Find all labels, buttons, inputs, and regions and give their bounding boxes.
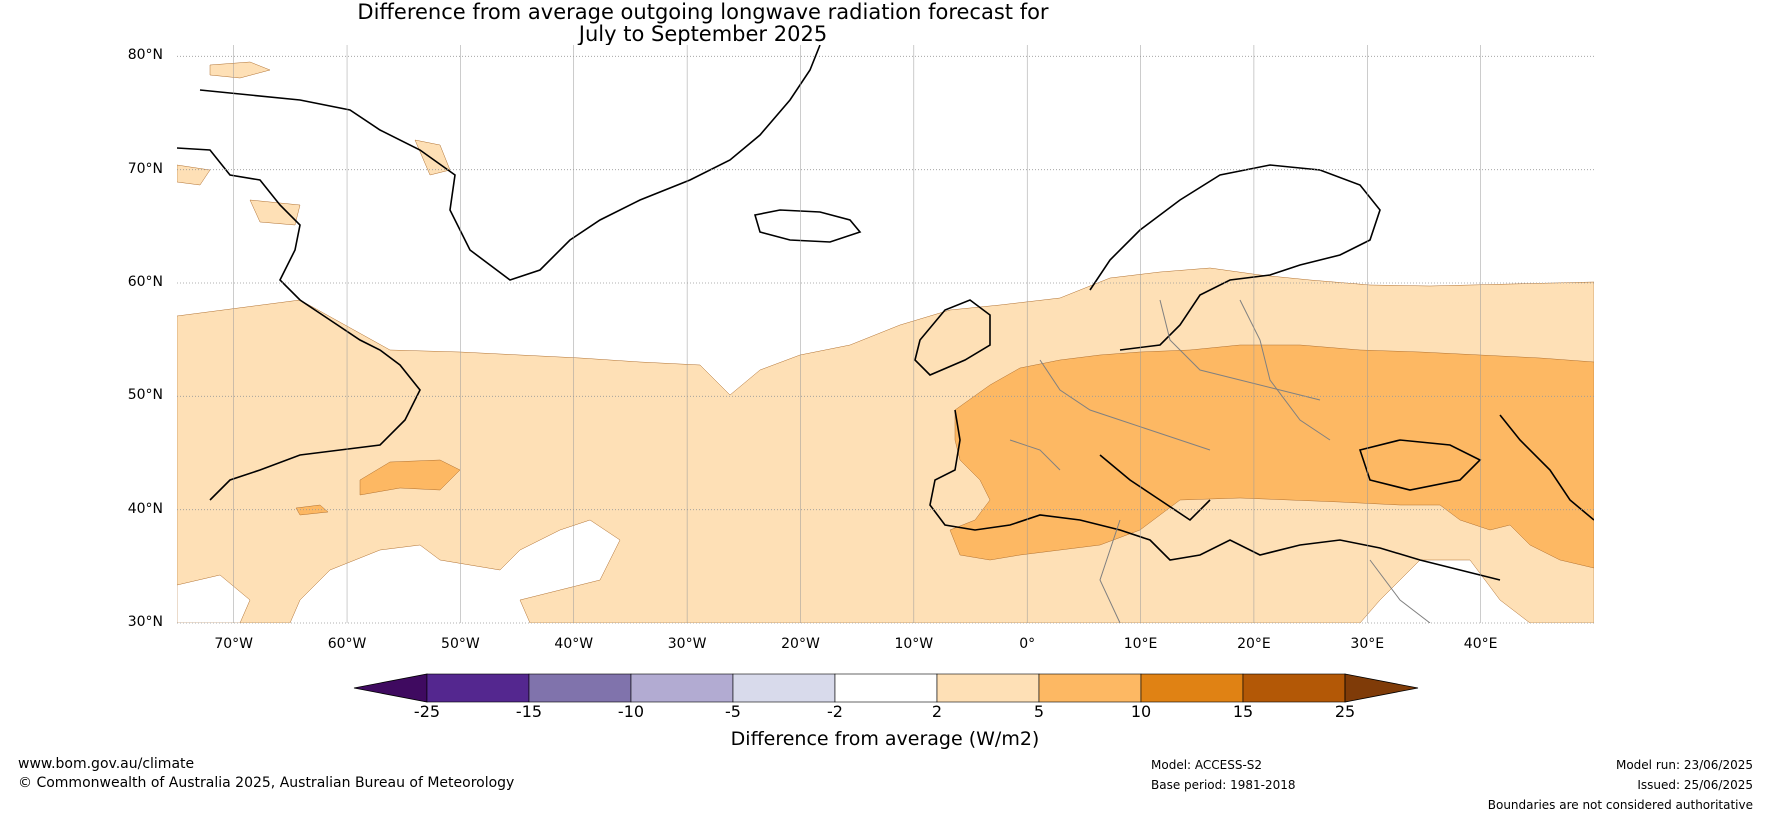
colorbar-extend-max bbox=[1344, 673, 1419, 703]
footer-base-period: Base period: 1981-2018 bbox=[1151, 778, 1296, 792]
colorbar-tick-label: 2 bbox=[931, 702, 943, 721]
colorbar-tick-label: 10 bbox=[1130, 702, 1152, 721]
lat-tick-label: 70°N bbox=[127, 160, 163, 177]
colorbar-segment bbox=[1038, 673, 1142, 703]
map-title-line2: July to September 2025 bbox=[578, 22, 828, 46]
colorbar-tick-label: 25 bbox=[1334, 702, 1356, 721]
lon-tick-label: 10°E bbox=[1123, 636, 1158, 652]
lon-tick-label: 40°E bbox=[1463, 636, 1498, 652]
lat-tick-label: 80°N bbox=[127, 47, 163, 64]
colorbar-segment bbox=[426, 673, 530, 703]
colorbar bbox=[353, 673, 1419, 703]
lon-tick-label: 70°W bbox=[214, 636, 253, 652]
colorbar-tick-label: 5 bbox=[1033, 702, 1045, 721]
lon-tick-label: 50°W bbox=[441, 636, 480, 652]
colorbar-tick-label: 15 bbox=[1232, 702, 1254, 721]
colorbar-tick-label: -2 bbox=[827, 702, 843, 721]
colorbar-label: Difference from average (W/m2) bbox=[730, 728, 1040, 750]
lon-tick-label: 40°W bbox=[554, 636, 594, 652]
colorbar-extend-min bbox=[353, 673, 428, 703]
lat-tick-label: 50°N bbox=[127, 387, 163, 404]
borders bbox=[1009, 299, 1431, 623]
lat-tick-label: 40°N bbox=[127, 500, 163, 517]
colorbar-tick-label: -25 bbox=[413, 702, 441, 721]
footer-website: www.bom.gov.au/climate bbox=[18, 756, 195, 772]
colorbar-segment bbox=[528, 673, 632, 703]
coastlines bbox=[177, 45, 1594, 581]
map-title-line1: Difference from average outgoing longwav… bbox=[357, 0, 1049, 24]
lat-tick-label: 30°N bbox=[127, 614, 163, 630]
colorbar-tick-label: -15 bbox=[515, 702, 543, 721]
lon-tick-label: 20°E bbox=[1237, 636, 1271, 652]
lon-tick-label: 30°W bbox=[667, 636, 707, 652]
colorbar-tick-label: -10 bbox=[617, 702, 645, 721]
footer-model: Model: ACCESS-S2 bbox=[1151, 758, 1263, 772]
colorbar-segment bbox=[834, 673, 938, 703]
footer-issued: Issued: 25/06/2025 bbox=[1637, 778, 1753, 792]
lon-tick-label: 0° bbox=[1019, 636, 1036, 652]
lat-tick-label: 60°N bbox=[127, 274, 163, 290]
lon-tick-label: 30°E bbox=[1350, 636, 1385, 652]
colorbar-segment bbox=[732, 673, 836, 703]
lon-tick-label: 60°W bbox=[327, 636, 367, 652]
colorbar-segment bbox=[936, 673, 1040, 703]
lon-tick-label: 20°W bbox=[781, 636, 820, 652]
anomaly-medium-orange bbox=[949, 344, 1594, 569]
colorbar-segment bbox=[1140, 673, 1244, 703]
footer-copyright: © Commonwealth of Australia 2025, Austra… bbox=[18, 775, 515, 791]
footer-disclaimer: Boundaries are not considered authoritat… bbox=[1487, 798, 1753, 812]
colorbar-segment bbox=[1242, 673, 1346, 703]
lon-tick-label: 10°W bbox=[894, 636, 934, 652]
footer-model-run: Model run: 23/06/2025 bbox=[1615, 758, 1753, 772]
colorbar-segment bbox=[630, 673, 734, 703]
colorbar-tick-label: -5 bbox=[725, 702, 741, 721]
